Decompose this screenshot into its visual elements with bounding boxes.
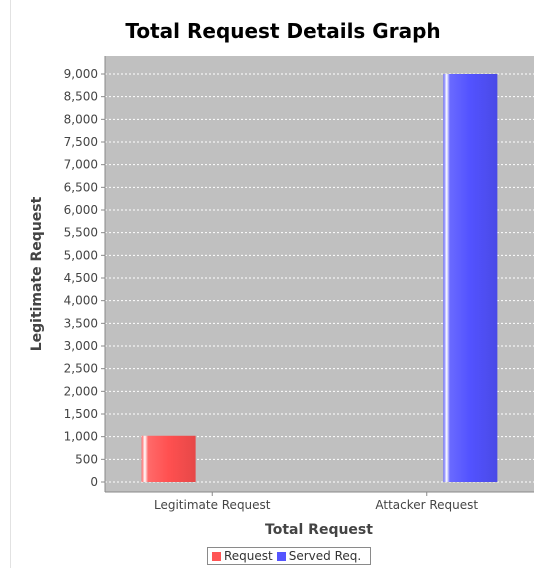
y-axis-ticks: 0 500 1,000 1,500 2,000 2,500 3,000 3,500 4,000 4…	[64, 67, 105, 489]
y-tick-label: 500	[75, 452, 98, 466]
legend-label-request: Request	[224, 549, 273, 563]
legend: Request Served Req.	[207, 547, 371, 565]
y-tick-label: 8,500	[64, 90, 98, 104]
left-border-line	[10, 0, 11, 568]
bar-served-req-attacker-request	[443, 74, 498, 482]
y-tick-label: 8,000	[64, 112, 98, 126]
y-tick-label: 2,000	[64, 384, 98, 398]
y-tick-label: 6,000	[64, 203, 98, 217]
y-tick-label: 7,500	[64, 135, 98, 149]
legend-item-served: Served Req.	[276, 549, 362, 563]
y-tick-label: 5,000	[64, 248, 98, 262]
y-tick-label: 5,500	[64, 226, 98, 240]
y-tick-label: 2,500	[64, 362, 98, 376]
chart-title: Total Request Details Graph	[125, 19, 440, 43]
legend-item-request: Request	[212, 549, 273, 563]
y-tick-label: 0	[90, 475, 98, 489]
y-tick-label: 6,500	[64, 180, 98, 194]
y-tick-label: 9,000	[64, 67, 98, 81]
x-axis-label: Total Request	[265, 522, 373, 538]
x-category-label: Attacker Request	[375, 498, 478, 512]
bars	[141, 74, 498, 482]
y-tick-label: 4,000	[64, 294, 98, 308]
legend-swatch-served	[276, 551, 286, 561]
legend-swatch-request	[212, 551, 221, 561]
y-tick-label: 1,500	[64, 407, 98, 421]
y-tick-label: 3,500	[64, 316, 98, 330]
y-tick-label: 3,000	[64, 339, 98, 353]
y-axis-label: Legitimate Request	[29, 196, 45, 351]
y-tick-label: 4,500	[64, 271, 98, 285]
x-category-label: Legitimate Request	[154, 498, 271, 512]
y-tick-label: 7,000	[64, 158, 98, 172]
x-axis-categories: Legitimate Request Attacker Request	[154, 492, 478, 512]
bar-request-legitimate-request	[141, 435, 196, 482]
y-tick-label: 1,000	[64, 430, 98, 444]
legend-label-served: Served Req.	[288, 549, 362, 563]
